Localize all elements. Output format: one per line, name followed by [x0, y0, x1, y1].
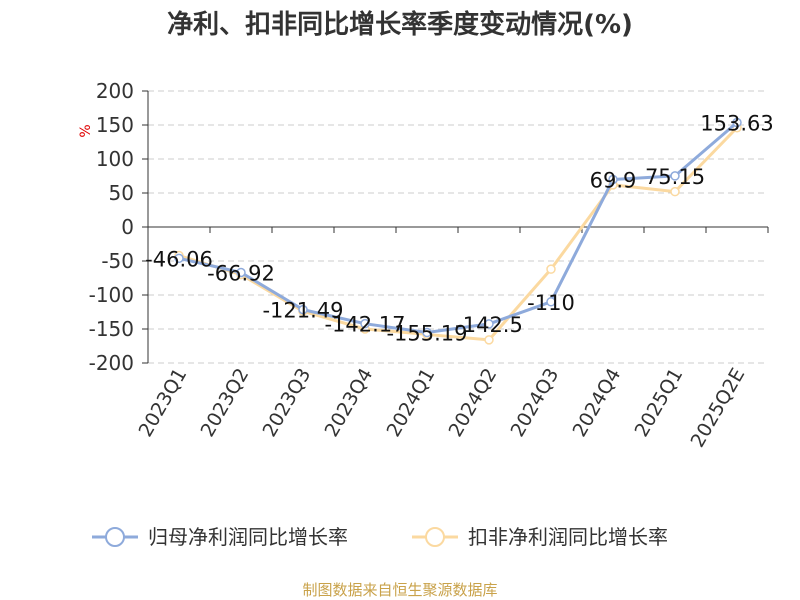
legend-swatch-marker: [425, 527, 445, 547]
data-label: -46.06: [145, 247, 213, 271]
y-tick-label: -100: [89, 283, 134, 307]
y-tick-label: 0: [121, 215, 134, 239]
data-label: 69.9: [590, 168, 637, 192]
series-1-point[interactable]: [298, 304, 308, 315]
x-tick-label: 2023Q2: [197, 365, 254, 441]
x-tick-labels: 2023Q1 2023Q2 2023Q3 2023Q4 2024Q1 2024Q2 2024…: [135, 365, 750, 452]
x-tick-label: 2024Q1: [383, 365, 440, 441]
data-label: -142.5: [455, 313, 523, 337]
y-tick-label: 200: [96, 79, 134, 103]
series-1-point[interactable]: [732, 117, 742, 128]
series-line-1: [178, 121, 738, 335]
series-1-point[interactable]: [608, 174, 618, 185]
data-label: -142.17: [324, 313, 405, 337]
x-tick-label: 2024Q4: [569, 365, 626, 441]
y-tick-label: 150: [96, 113, 134, 137]
x-tick-label: 2024Q2: [445, 365, 502, 441]
y-tick-label: -50: [101, 249, 134, 273]
x-tick-label: 2025Q2E: [687, 365, 750, 452]
x-tick-label: 2024Q3: [507, 365, 564, 441]
legend-label: 扣非净利润同比增长率: [468, 525, 668, 549]
x-tick-label: 2023Q1: [135, 365, 192, 441]
x-tick-label: 2025Q1: [631, 365, 688, 441]
data-label: -155.19: [386, 322, 467, 346]
legend-item-1[interactable]: 归母净利润同比增长率: [92, 525, 348, 549]
legend-label: 归母净利润同比增长率: [148, 525, 348, 549]
series-1-point[interactable]: [422, 327, 432, 338]
data-label: 153.63: [700, 112, 773, 136]
series-1-point[interactable]: [670, 171, 680, 181]
chart-title: 净利、扣非同比增长率季度变动情况(%): [167, 9, 633, 40]
series-1-point[interactable]: [484, 319, 494, 329]
y-tick-label: 100: [96, 147, 134, 171]
x-tick-label: 2023Q4: [321, 365, 378, 441]
series-2-point[interactable]: [484, 335, 494, 345]
y-tick-label: -150: [89, 317, 134, 341]
data-label: 75.15: [645, 165, 705, 189]
x-tick-label: 2023Q3: [259, 365, 316, 441]
axes: [142, 90, 769, 364]
data-label: -66.92: [207, 262, 275, 286]
legend-swatch-marker: [105, 527, 125, 547]
data-label: -110: [527, 291, 575, 315]
legend[interactable]: 归母净利润同比增长率 扣非净利润同比增长率: [92, 525, 668, 549]
series-1-point[interactable]: [236, 267, 246, 278]
series-group: [174, 117, 742, 345]
series-1-point[interactable]: [546, 297, 556, 307]
source-note: 制图数据来自恒生聚源数据库: [302, 581, 497, 599]
data-label: -121.49: [262, 299, 343, 323]
legend-item-2[interactable]: 扣非净利润同比增长率: [412, 525, 668, 549]
series-1-point[interactable]: [174, 253, 184, 264]
y-tick-label: -200: [89, 351, 134, 375]
y-tick-label: 50: [109, 181, 134, 205]
data-labels: -46.06-66.92 -121.49-142.17-155.19-142.5-…: [145, 112, 774, 346]
series-1-point[interactable]: [360, 318, 370, 329]
series-2-point[interactable]: [546, 264, 556, 274]
y-axis-unit: %: [78, 124, 94, 137]
series-line-2: [178, 126, 739, 342]
series-2-point[interactable]: [670, 186, 680, 197]
y-tick-labels: 200 150 100 50 0 -50 -100 -150 -200: [89, 79, 134, 375]
